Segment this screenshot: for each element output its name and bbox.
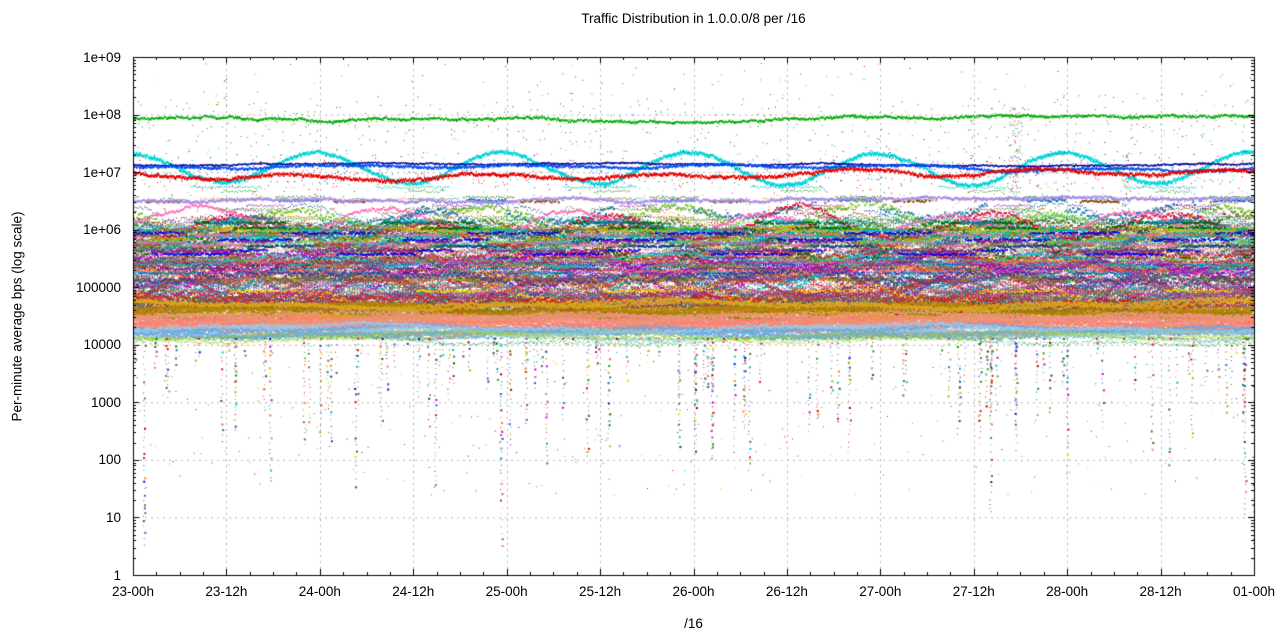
x-tick-label: 27-12h [952, 584, 995, 599]
y-tick-label: 10000 [83, 337, 121, 353]
x-tick-label: 28-12h [1139, 584, 1182, 599]
x-tick-label: 24-00h [298, 584, 341, 599]
y-tick-label: 1e+06 [83, 222, 121, 238]
y-tick-label: 1e+08 [83, 107, 121, 123]
x-tick-label: 26-00h [672, 584, 715, 599]
y-tick-label: 100000 [75, 279, 121, 295]
x-tick-label: 25-00h [485, 584, 528, 599]
x-tick-label: 25-12h [579, 584, 622, 599]
x-tick-label: 01-00h [1232, 584, 1276, 599]
x-tick-label: 28-00h [1046, 584, 1089, 599]
x-tick-label: 24-12h [392, 584, 435, 599]
x-tick-label: 23-00h [111, 584, 155, 599]
y-tick-label: 1000 [90, 394, 121, 410]
y-tick-label: 1e+07 [83, 164, 121, 180]
y-tick-label: 100 [98, 452, 121, 468]
x-tick-label: 26-12h [765, 584, 808, 599]
x-axis-label: /16 [684, 616, 703, 631]
y-axis-label: Per-minute average bps (log scale) [9, 211, 25, 422]
x-tick-label: 23-12h [205, 584, 248, 599]
y-tick-label: 10 [105, 509, 121, 525]
y-tick-label: 1e+09 [83, 49, 121, 65]
x-tick-label: 27-00h [859, 584, 902, 599]
chart-title: Traffic Distribution in 1.0.0.0/8 per /1… [581, 11, 806, 26]
y-tick-label: 1 [113, 567, 121, 583]
